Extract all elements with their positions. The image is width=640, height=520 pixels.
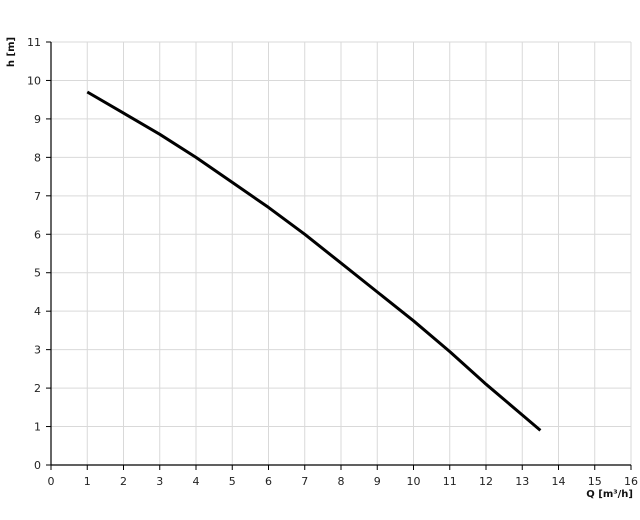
y-tick-label: 6 [34, 228, 41, 241]
y-tick-label: 5 [34, 267, 41, 280]
y-tick-label: 10 [27, 74, 41, 87]
x-tick-label: 3 [156, 475, 163, 488]
grid [51, 41, 632, 465]
axes [46, 41, 632, 470]
y-tick-label: 11 [27, 36, 41, 49]
y-tick-label: 7 [34, 190, 41, 203]
y-tick-label: 2 [34, 382, 41, 395]
y-tick-label: 3 [34, 344, 41, 357]
y-axis-label: h [m] [6, 37, 17, 67]
x-axis-label: Q [m³/h] [586, 489, 633, 500]
series [86, 90, 542, 432]
x-tick-label: 8 [338, 475, 345, 488]
x-tick-label: 10 [407, 475, 421, 488]
x-tick-label: 16 [624, 475, 638, 488]
x-tick-label: 1 [84, 475, 91, 488]
x-tick-label: 2 [120, 475, 127, 488]
x-tick-label: 7 [301, 475, 308, 488]
y-tick-label: 0 [34, 459, 41, 472]
x-tick-label: 4 [193, 475, 200, 488]
y-tick-label: 8 [34, 151, 41, 164]
y-tick-label: 4 [34, 305, 41, 318]
x-tick-label: 12 [479, 475, 493, 488]
x-tick-label: 14 [552, 475, 566, 488]
x-tick-label: 6 [265, 475, 272, 488]
x-tick-label: 11 [443, 475, 457, 488]
y-tick-label: 1 [34, 421, 41, 434]
x-tick-label: 9 [374, 475, 381, 488]
x-tick-label: 5 [229, 475, 236, 488]
y-tick-label: 9 [34, 113, 41, 126]
x-tick-label: 15 [588, 475, 602, 488]
x-tick-label: 13 [515, 475, 529, 488]
pump-curve-line [86, 90, 542, 432]
x-tick-label: 0 [48, 475, 55, 488]
